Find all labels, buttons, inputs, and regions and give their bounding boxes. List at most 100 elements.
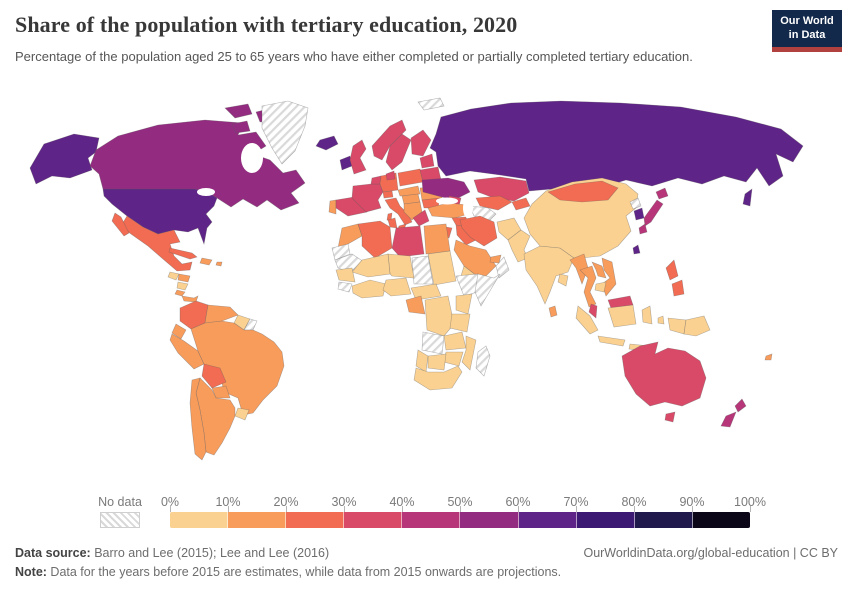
country-zimbabwe[interactable]: Zimbabwe — 0-10%	[443, 351, 464, 367]
country-sweden[interactable]: Sweden — 30-40%	[385, 133, 412, 171]
no-data-swatch[interactable]	[100, 512, 140, 528]
country-peru[interactable]: Peru — 10-20%	[169, 333, 205, 370]
country-baltic-states[interactable]: Baltic states — 30-40%	[419, 153, 435, 169]
country-mexico[interactable]: Mexico — 20-30%	[120, 215, 193, 272]
country-indonesia[interactable]: Indonesia — 0-10%	[597, 335, 626, 347]
country-thailand[interactable]: Thailand — 10-20%	[579, 265, 597, 308]
country-new-zealand[interactable]: New Zealand — 40-50%	[734, 398, 747, 413]
country-malaysia[interactable]: Malaysia — 30-40%	[588, 303, 598, 319]
country-ecuador[interactable]: Ecuador — 10-20%	[171, 323, 187, 340]
country-botswana[interactable]: Botswana — 0-10%	[427, 353, 447, 371]
country-dr-congo[interactable]: DR Congo — 0-10%	[424, 295, 455, 337]
country-morocco[interactable]: Morocco — 10-20%	[337, 223, 363, 249]
country-western-sahara[interactable]: Western Sahara — No data	[331, 243, 351, 261]
country-guinea[interactable]: Guinea — No data	[337, 281, 353, 293]
country-puerto-rico[interactable]: Puerto Rico — 10-20%	[215, 261, 223, 267]
country-japan[interactable]: Japan — 40-50%	[655, 187, 669, 200]
country-papua-new-guinea[interactable]: Papua New Guinea — 0-10%	[683, 315, 711, 337]
country-egypt[interactable]: Egypt — 10-20%	[423, 223, 451, 255]
country-guatemala[interactable]: Guatemala — 0-10%	[167, 271, 180, 281]
country-kenya[interactable]: Kenya — 0-10%	[455, 293, 473, 315]
country-cameroon[interactable]: Cameroon — 0-10%	[410, 283, 442, 301]
country-united-kingdom[interactable]: United Kingdom — 30-40%	[349, 139, 367, 175]
country-iceland[interactable]: Iceland — 60-70%	[315, 135, 339, 151]
legend-segment-80-90[interactable]	[634, 512, 693, 528]
country-taiwan[interactable]: Taiwan — 60-70%	[632, 244, 641, 255]
country-cuba[interactable]: Cuba — 20-30%	[168, 247, 198, 260]
country-kyrgyzstan[interactable]: Kyrgyzstan — 20-30%	[511, 197, 531, 211]
country-indonesia[interactable]: Indonesia — 0-10%	[667, 317, 687, 335]
country-nigeria[interactable]: Nigeria — 0-10%	[382, 277, 412, 297]
country-switzerland[interactable]: Switzerland — 20-30%	[382, 190, 394, 199]
legend-segment-50-60[interactable]	[460, 512, 519, 528]
country-philippines[interactable]: Philippines — 20-30%	[665, 259, 679, 281]
country-laos[interactable]: Laos — 10-20%	[591, 261, 607, 279]
country-cambodia[interactable]: Cambodia — 0-10%	[594, 281, 607, 293]
legend-segment-20-30[interactable]	[286, 512, 345, 528]
country-paraguay[interactable]: Paraguay — 10-20%	[211, 385, 231, 399]
owid-link[interactable]: OurWorldinData.org/global-education | CC…	[583, 546, 838, 560]
country-turkmenistan[interactable]: Turkmenistan — No data	[469, 205, 497, 223]
country-mexico[interactable]: Mexico — 20-30%	[111, 212, 130, 237]
country-dominican-republic[interactable]: Dominican Republic — 10-20%	[199, 257, 213, 266]
country-indonesia[interactable]: Indonesia — 0-10%	[607, 304, 637, 328]
country-tanzania[interactable]: Tanzania — 0-10%	[449, 313, 471, 333]
country-united-arab-emirates[interactable]: United Arab Emirates — 10-20%	[489, 254, 502, 264]
country-panama[interactable]: Panama — 10-20%	[181, 295, 199, 303]
country-angola[interactable]: Angola — No data	[421, 331, 445, 355]
country-bangladesh[interactable]: Bangladesh — 0-10%	[557, 273, 569, 287]
country-portugal[interactable]: Portugal — 10-20%	[328, 199, 337, 215]
country-gabon[interactable]: Gabon — 10-20%	[405, 295, 426, 315]
legend-segment-60-70[interactable]	[518, 512, 577, 528]
country-ukraine[interactable]: Ukraine — 50-60%	[421, 177, 471, 201]
country-senegal[interactable]: Senegal — 0-10%	[335, 267, 356, 283]
country-honduras[interactable]: Honduras — 10-20%	[177, 273, 191, 283]
legend-segment-40-50[interactable]	[402, 512, 461, 528]
country-libya[interactable]: Libya — 30-40%	[391, 225, 425, 258]
country-canada[interactable]: Canada — 50-60%	[231, 120, 251, 134]
country-myanmar[interactable]: Myanmar — 10-20%	[569, 253, 589, 285]
country-russia[interactable]: Russia — 60-70%	[742, 188, 753, 207]
country-south-africa[interactable]: South Africa — 0-10%	[413, 365, 463, 391]
country-sudan[interactable]: Sudan — 0-10%	[427, 250, 457, 286]
country-indonesia[interactable]: Indonesia — 0-10%	[657, 315, 665, 325]
country-australia[interactable]: Australia — 30-40%	[621, 341, 707, 407]
country-indonesia[interactable]: Indonesia — 0-10%	[641, 305, 653, 325]
country-greece[interactable]: Greece — 30-40%	[412, 209, 430, 227]
country-uzbekistan[interactable]: Uzbekistan — 20-30%	[475, 195, 513, 211]
country-netherlands[interactable]: Netherlands — 30-40%	[370, 175, 382, 185]
country-finland[interactable]: Finland — 30-40%	[410, 129, 432, 157]
country-italy[interactable]: Italy — 20-30%	[384, 197, 413, 226]
country-algeria[interactable]: Algeria — 20-30%	[357, 220, 393, 259]
country-canada[interactable]: Canada — 50-60%	[224, 103, 253, 119]
country-indonesia[interactable]: Indonesia — 0-10%	[575, 305, 599, 335]
country-somalia[interactable]: Somalia — No data	[474, 273, 501, 307]
country-new-zealand[interactable]: New Zealand — 40-50%	[720, 411, 737, 428]
country-australia[interactable]: Australia — 30-40%	[664, 411, 676, 423]
country-svalbard[interactable]: Svalbard — No data	[417, 97, 445, 111]
country-bolivia[interactable]: Bolivia — 20-30%	[201, 363, 227, 389]
country-russia[interactable]: Russia — 60-70%	[429, 100, 804, 192]
country-uruguay[interactable]: Uruguay — 0-10%	[234, 407, 250, 421]
country-austria-czechia[interactable]: Austria & Czechia — 10-20%	[397, 185, 421, 197]
country-oman[interactable]: Oman — No data	[495, 256, 510, 279]
country-united-states[interactable]: United States — 60-70%	[29, 133, 100, 185]
country-mali[interactable]: Mali — 0-10%	[351, 253, 391, 278]
country-nicaragua[interactable]: Nicaragua — 0-10%	[176, 281, 189, 291]
country-niger[interactable]: Niger — 0-10%	[387, 253, 415, 279]
country-madagascar[interactable]: Madagascar — No data	[475, 345, 491, 377]
country-poland[interactable]: Poland — 20-30%	[397, 168, 424, 187]
country-saudi-arabia[interactable]: Saudi Arabia — 10-20%	[453, 239, 497, 281]
legend-segment-70-80[interactable]	[576, 512, 635, 528]
country-mozambique[interactable]: Mozambique — 0-10%	[461, 335, 477, 371]
country-japan[interactable]: Japan — 40-50%	[643, 199, 664, 227]
country-japan[interactable]: Japan — 40-50%	[638, 223, 648, 235]
legend-segment-90-100[interactable]	[692, 512, 750, 528]
country-greenland[interactable]: Greenland — No data	[261, 100, 309, 165]
country-kazakhstan[interactable]: Kazakhstan — 30-40%	[473, 176, 530, 202]
country-india[interactable]: India — 0-10%	[523, 245, 575, 305]
country-ghana[interactable]: Ghana — 0-10%	[351, 279, 387, 299]
owid-logo[interactable]: Our World in Data	[772, 10, 842, 52]
legend-segment-0-10[interactable]	[170, 512, 229, 528]
country-costa-rica[interactable]: Costa Rica — 10-20%	[174, 289, 186, 297]
